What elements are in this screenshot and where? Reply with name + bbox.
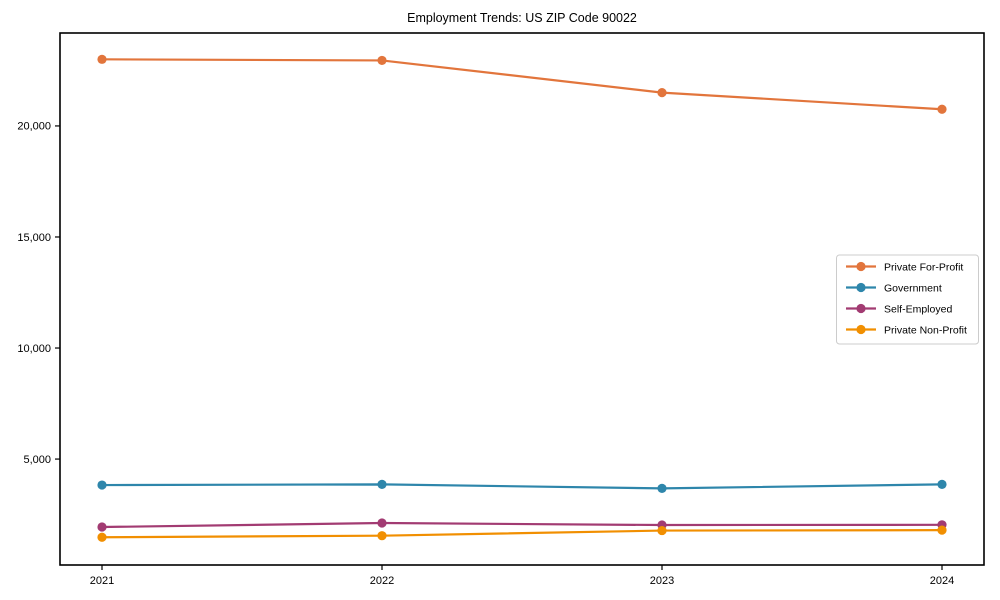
legend: Private For-Profit Government Self-Employe… bbox=[836, 254, 979, 345]
legend-item: Private Non-Profit bbox=[846, 324, 967, 336]
x-tick-label: 2024 bbox=[930, 575, 954, 587]
data-point bbox=[657, 525, 667, 536]
y-tick-label: 20,000 bbox=[17, 121, 51, 133]
data-point bbox=[377, 531, 387, 541]
data-point bbox=[97, 54, 107, 64]
data-point bbox=[97, 532, 107, 542]
legend-dot-marker bbox=[856, 324, 866, 335]
legend-label: Private Non-Profit bbox=[884, 324, 967, 336]
x-axis: 2021 2022 2023 2024 bbox=[90, 565, 954, 587]
series-group bbox=[97, 54, 947, 542]
legend-label: Self-Employed bbox=[884, 303, 952, 315]
legend-box bbox=[836, 254, 979, 345]
data-point bbox=[937, 479, 947, 489]
y-tick-label: 10,000 bbox=[17, 343, 51, 355]
data-point bbox=[377, 518, 387, 528]
x-tick-label: 2022 bbox=[370, 575, 394, 587]
chart-title: Employment Trends: US ZIP Code 90022 bbox=[407, 11, 637, 25]
y-axis: 5,000 10,000 15,000 20,000 bbox=[17, 121, 60, 466]
data-point bbox=[97, 480, 107, 490]
legend-item: Self-Employed bbox=[846, 303, 952, 315]
series-line bbox=[101, 529, 943, 539]
series-government bbox=[97, 479, 947, 493]
data-point bbox=[97, 522, 107, 532]
series-private-for-profit bbox=[97, 54, 947, 114]
data-point bbox=[377, 479, 387, 489]
legend-item: Government bbox=[846, 282, 942, 294]
data-point bbox=[657, 88, 667, 98]
legend-label: Government bbox=[884, 282, 942, 294]
data-point bbox=[657, 483, 667, 493]
series-line bbox=[101, 483, 943, 490]
legend-item: Private For-Profit bbox=[846, 261, 963, 273]
data-point bbox=[377, 55, 387, 66]
plot-border bbox=[59, 32, 985, 566]
y-tick-label: 5,000 bbox=[23, 454, 51, 466]
data-point bbox=[937, 525, 947, 535]
x-tick-label: 2021 bbox=[90, 575, 114, 587]
series-private-non-profit bbox=[97, 525, 947, 542]
legend-label: Private For-Profit bbox=[884, 261, 963, 273]
data-point bbox=[937, 104, 947, 114]
legend-dot-marker bbox=[856, 261, 866, 272]
legend-dot-marker bbox=[856, 303, 866, 314]
y-tick-label: 15,000 bbox=[17, 232, 51, 244]
series-line bbox=[101, 58, 943, 111]
series-line bbox=[101, 521, 943, 529]
x-tick-label: 2023 bbox=[650, 575, 674, 587]
legend-dot-marker bbox=[856, 282, 866, 293]
